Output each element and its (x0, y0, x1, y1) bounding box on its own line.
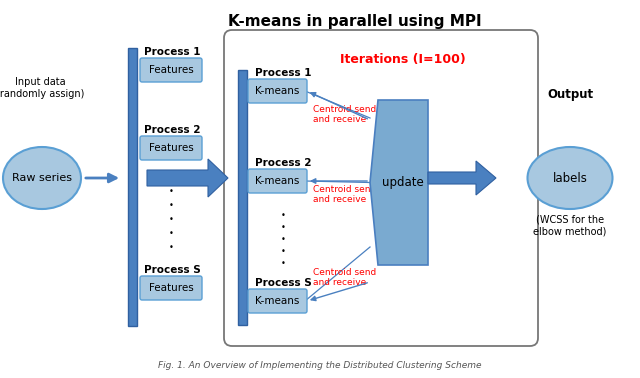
FancyBboxPatch shape (140, 136, 202, 160)
FancyBboxPatch shape (248, 289, 307, 313)
Text: Centroid send
and receive: Centroid send and receive (313, 268, 376, 287)
Text: labels: labels (552, 172, 588, 184)
Text: Features: Features (148, 143, 193, 153)
Polygon shape (370, 100, 428, 265)
Text: update: update (382, 176, 424, 189)
Text: Output: Output (547, 88, 593, 101)
Text: •: • (168, 243, 173, 251)
Text: Process S: Process S (143, 265, 200, 275)
Text: K-means: K-means (255, 176, 299, 186)
Text: Raw series: Raw series (12, 173, 72, 183)
Text: •: • (168, 228, 173, 237)
Text: Fig. 1. An Overview of Implementing the Distributed Clustering Scheme: Fig. 1. An Overview of Implementing the … (158, 361, 482, 370)
Text: K-means in parallel using MPI: K-means in parallel using MPI (228, 14, 482, 29)
FancyBboxPatch shape (140, 276, 202, 300)
Text: Process 1: Process 1 (255, 68, 311, 78)
Text: Process 2: Process 2 (144, 125, 200, 135)
Polygon shape (428, 161, 496, 195)
Bar (128, 48, 137, 326)
Text: •: • (168, 174, 173, 183)
Text: Features: Features (148, 65, 193, 75)
FancyBboxPatch shape (248, 79, 307, 103)
FancyBboxPatch shape (248, 169, 307, 193)
Ellipse shape (527, 147, 612, 209)
Text: Features: Features (148, 283, 193, 293)
Text: K-means: K-means (255, 86, 299, 96)
Text: •: • (168, 215, 173, 225)
Text: Process S: Process S (255, 278, 312, 288)
Text: Centroid send
and receive: Centroid send and receive (313, 105, 376, 124)
Text: Input data
(randomly assign): Input data (randomly assign) (0, 77, 84, 99)
Text: Iterations (I=100): Iterations (I=100) (340, 53, 466, 66)
Text: (WCSS for the
elbow method): (WCSS for the elbow method) (533, 215, 607, 237)
Text: •: • (280, 260, 285, 268)
Text: •: • (168, 201, 173, 211)
Text: •: • (280, 248, 285, 257)
Text: •: • (168, 187, 173, 197)
Bar (238, 70, 247, 325)
Text: Process 2: Process 2 (255, 158, 311, 168)
Polygon shape (147, 159, 228, 197)
Text: K-means: K-means (255, 296, 299, 306)
Ellipse shape (3, 147, 81, 209)
FancyBboxPatch shape (140, 58, 202, 82)
FancyBboxPatch shape (224, 30, 538, 346)
Text: Centroid send
and receive: Centroid send and receive (313, 185, 376, 204)
Text: •: • (280, 223, 285, 231)
Text: Process 1: Process 1 (144, 47, 200, 57)
Text: •: • (280, 234, 285, 243)
Text: •: • (280, 211, 285, 220)
